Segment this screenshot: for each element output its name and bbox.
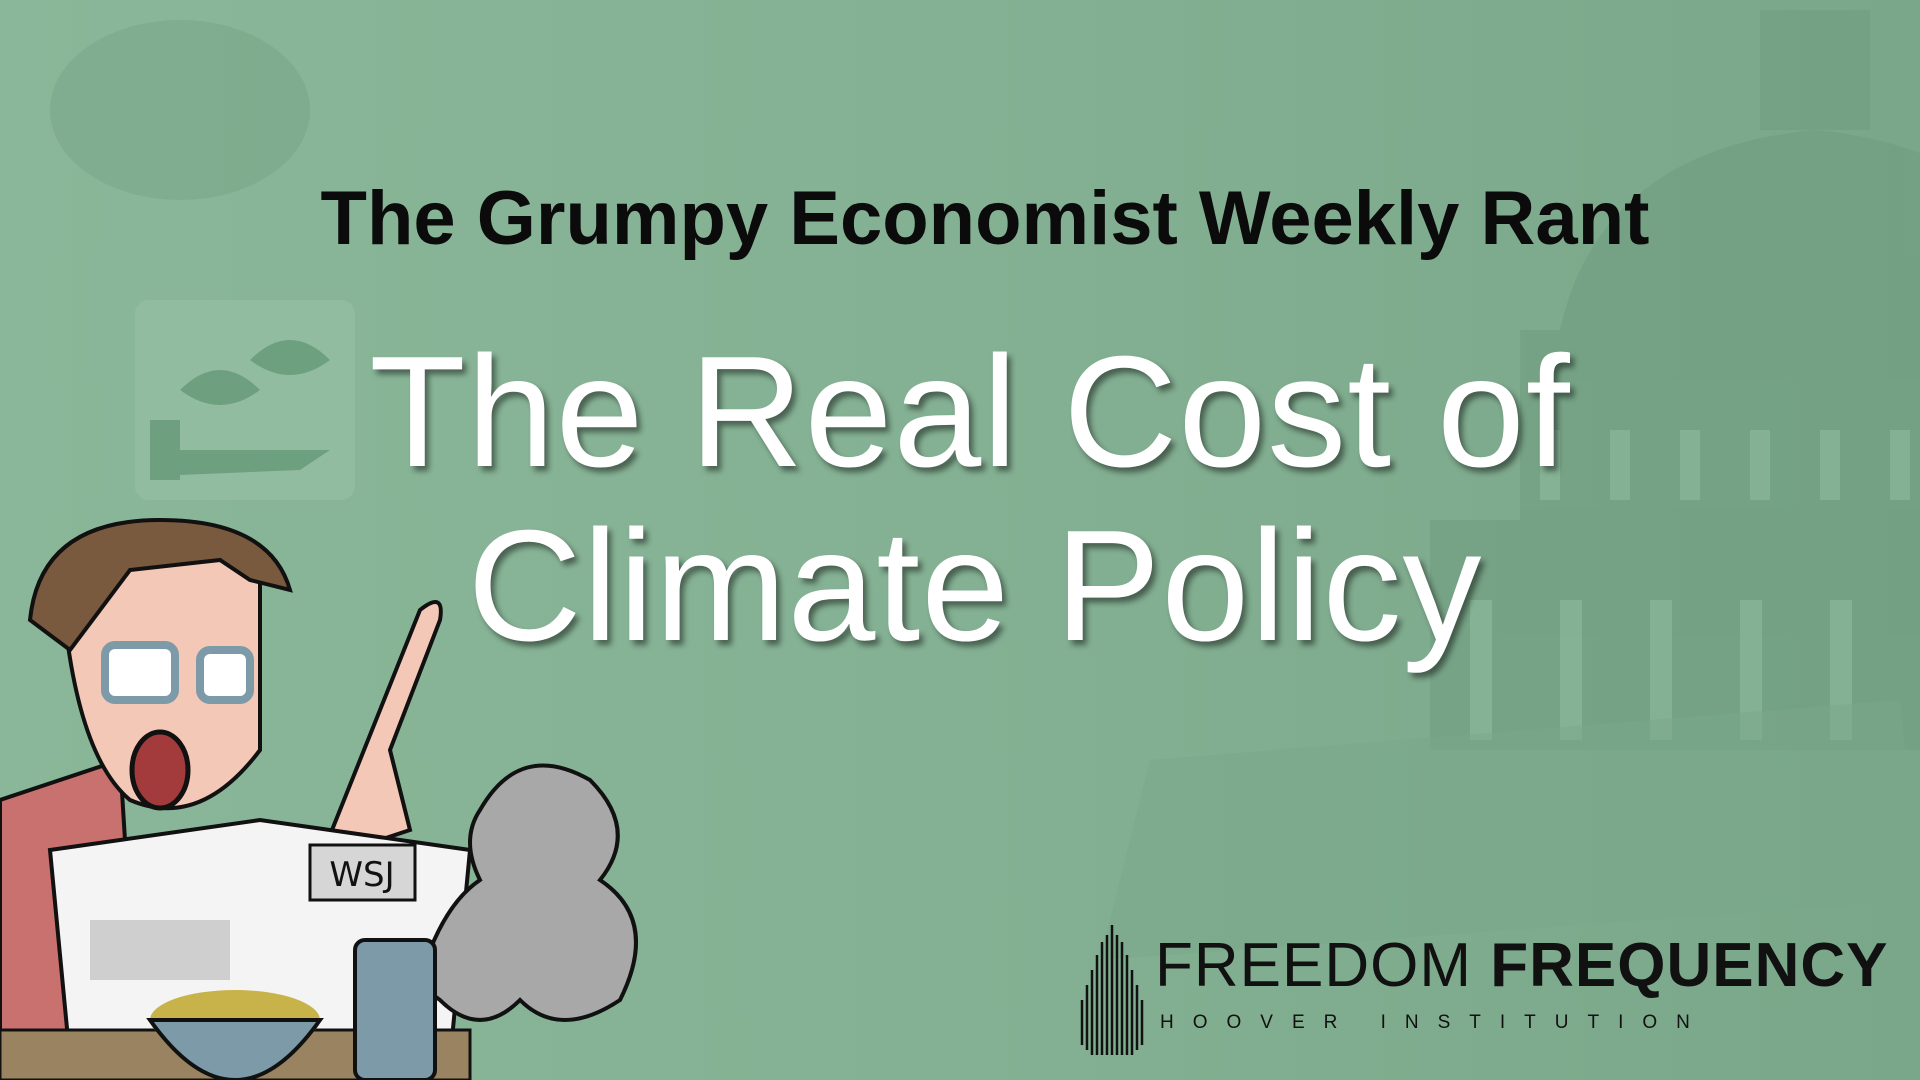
episode-title-line-1: The Real Cost of bbox=[369, 324, 1571, 500]
logo-word-freedom: FREEDOM bbox=[1155, 931, 1472, 1000]
show-title: The Grumpy Economist Weekly Rant bbox=[320, 176, 1650, 261]
logo-subtitle: HOOVER INSTITUTION bbox=[1160, 1012, 1709, 1033]
logo-wordmark: FREEDOM FREQUENCY bbox=[1155, 930, 1889, 1001]
solar-panels-icon bbox=[1100, 700, 1920, 960]
logo-word-frequency: FREQUENCY bbox=[1490, 931, 1889, 1000]
freedom-frequency-logo: FREEDOM FREQUENCY HOOVER INSTITUTION bbox=[1080, 920, 1887, 1060]
episode-title-line-2: Climate Policy bbox=[467, 498, 1483, 674]
grumpy-economist-cartoon: WSJ bbox=[0, 517, 638, 1080]
newspaper-label: WSJ bbox=[329, 855, 394, 895]
eco-tile-icon bbox=[50, 20, 355, 500]
tower-logo-icon bbox=[1080, 925, 1144, 1055]
